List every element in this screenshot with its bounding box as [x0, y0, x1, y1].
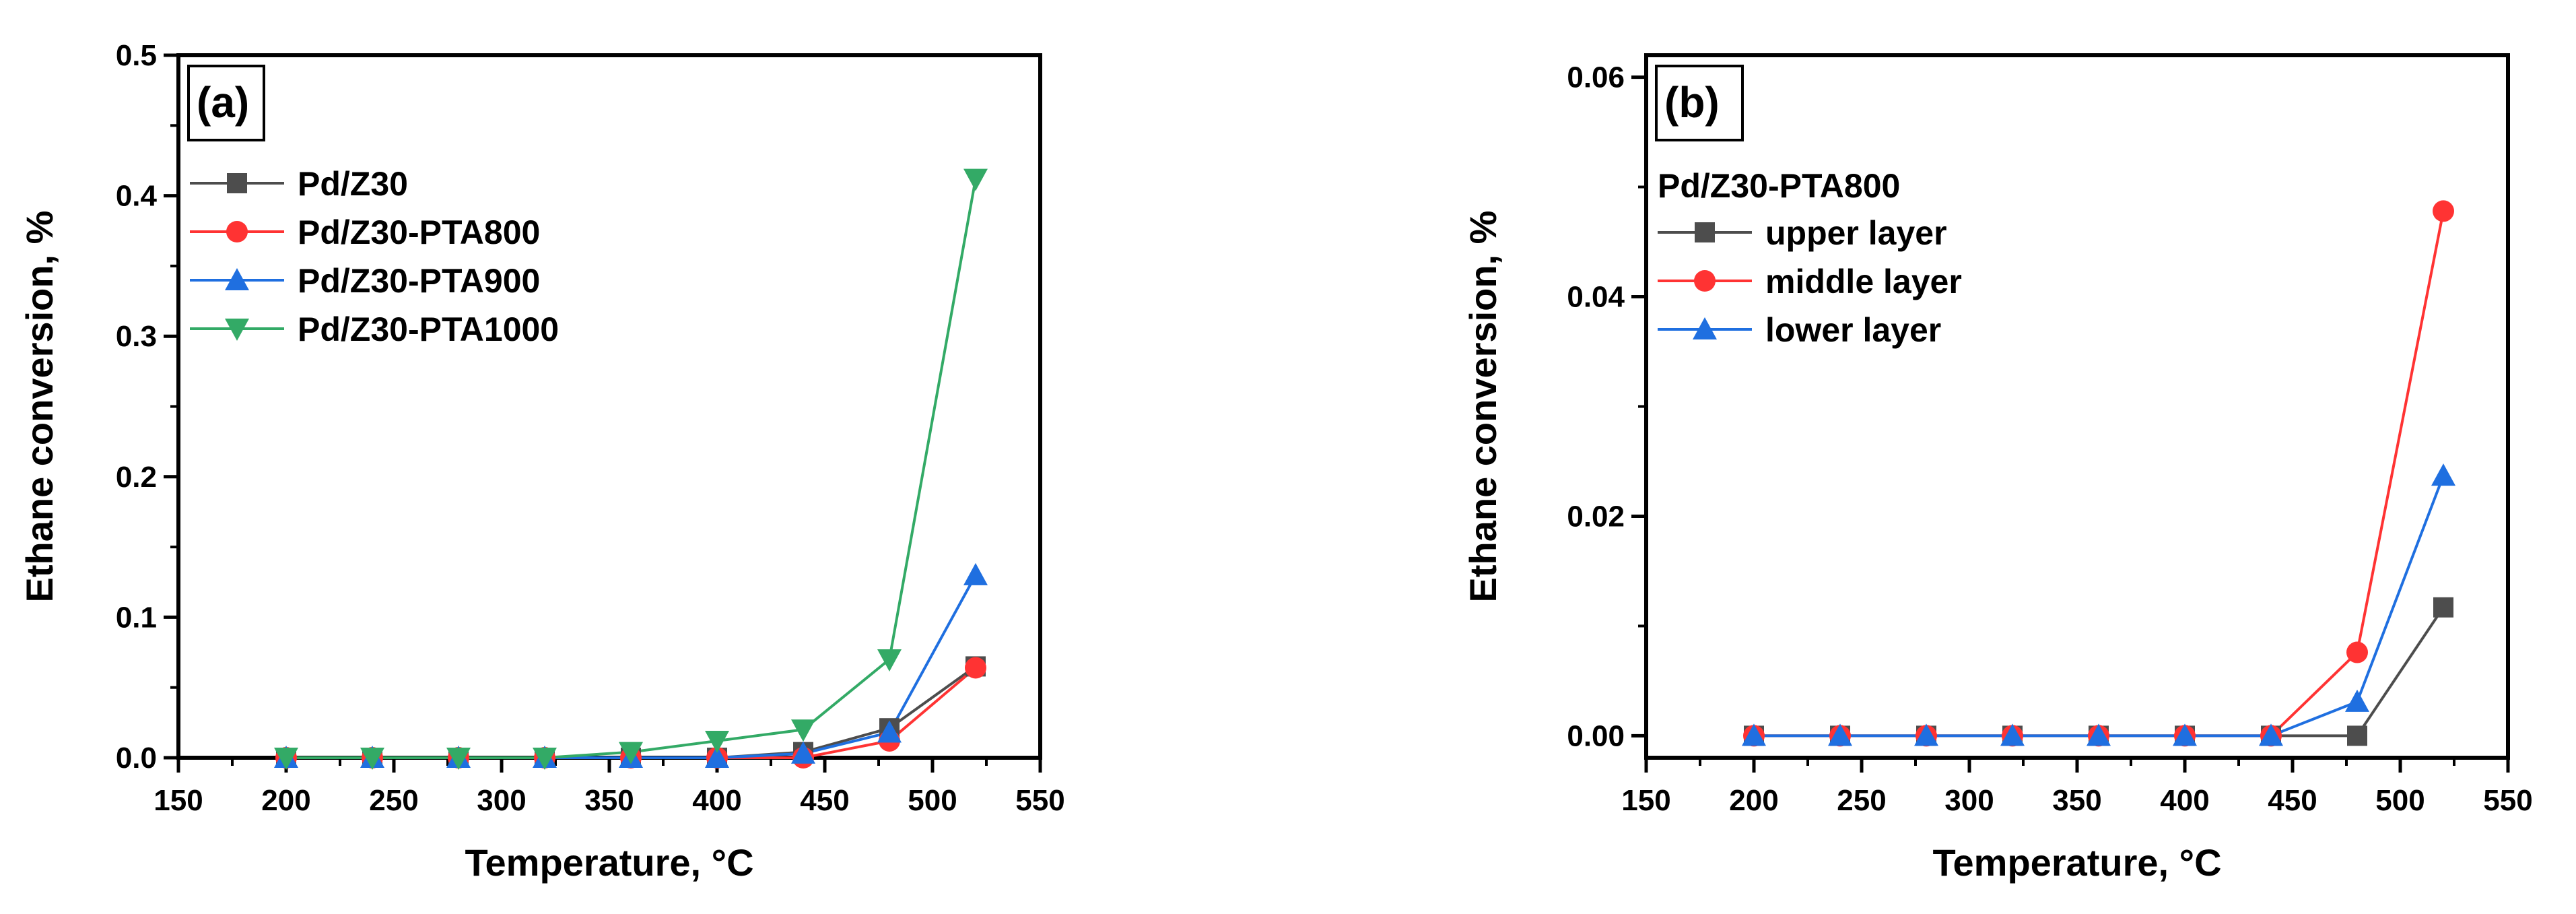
x-tick-label: 350	[2052, 784, 2101, 817]
panel-label-a: (a)	[197, 78, 249, 127]
legend-marker	[1695, 222, 1715, 242]
data-point	[877, 649, 902, 672]
y-axis-label-b: Ethane conversion, %	[1462, 211, 1504, 603]
x-tick-label: 350	[584, 784, 634, 817]
data-point	[965, 657, 986, 679]
data-point	[274, 748, 298, 770]
series-layer-b	[1742, 200, 2455, 747]
y-axis-label-a: Ethane conversion, %	[18, 211, 61, 603]
data-point	[1828, 723, 1852, 746]
x-axis-label-b: Temperature, °C	[1932, 841, 2221, 884]
x-tick-label: 300	[477, 784, 526, 817]
data-point	[446, 748, 471, 770]
x-tick-label: 150	[1621, 784, 1670, 817]
x-tick-label: 500	[2375, 784, 2425, 817]
series-line	[1754, 606, 2445, 738]
y-tick-label: 0.02	[1567, 500, 1625, 533]
y-tick-label: 0.04	[1567, 281, 1625, 314]
y-tick-label: 0.06	[1567, 61, 1625, 94]
x-tick-label: 400	[2160, 784, 2209, 817]
data-point	[877, 720, 902, 743]
data-point	[2347, 725, 2367, 746]
legend-marker	[1693, 317, 1717, 339]
x-tick-label: 500	[908, 784, 957, 817]
chart-panel-a: 150 200 250 300 350 400 450 500 550 0.0 0.1 0.2 0.3 0…	[18, 39, 1065, 884]
y-tick-label: 0.3	[116, 320, 157, 353]
legend-marker	[1694, 270, 1716, 292]
legend-label: lower layer	[1765, 311, 1941, 349]
x-tick-label: 200	[261, 784, 310, 817]
panel-label-box-a	[187, 65, 265, 141]
series-line	[1754, 475, 2445, 738]
legend-marker	[226, 221, 248, 242]
data-point	[2173, 723, 2197, 746]
legend-a: Pd/Z30 Pd/Z30-PTA800 Pd/Z30-PTA900 Pd/Z30-P…	[190, 165, 559, 348]
data-point	[2345, 689, 2369, 712]
data-point	[963, 562, 988, 585]
legend-label: Pd/Z30-PTA1000	[298, 311, 559, 348]
x-tick-label: 300	[1944, 784, 1994, 817]
data-point	[360, 748, 384, 770]
data-point	[2259, 723, 2283, 746]
x-tick-label: 200	[1729, 784, 1778, 817]
series-line	[286, 574, 977, 759]
data-point	[2000, 723, 2025, 746]
legend-marker	[227, 173, 247, 193]
data-point	[2433, 597, 2453, 618]
data-point	[2431, 463, 2455, 486]
axis-ticks-a: 150 200 250 300 350 400 450 500 550 0.0 0.1 0.2 0.3 0…	[116, 39, 1065, 817]
data-point	[1742, 723, 1766, 746]
legend-label: middle layer	[1765, 263, 1962, 300]
legend-title: Pd/Z30-PTA800	[1658, 167, 1900, 205]
x-tick-label: 550	[1015, 784, 1064, 817]
panel-label-b: (b)	[1664, 78, 1720, 127]
x-tick-label: 450	[2268, 784, 2317, 817]
y-tick-label: 0.5	[116, 39, 157, 72]
x-tick-label: 150	[154, 784, 203, 817]
legend-label: upper layer	[1765, 214, 1947, 252]
data-point	[2346, 641, 2368, 663]
chart-panel-b: 150 200 250 300 350 400 450 500 550 0.00 0.02 0.04 0…	[1462, 53, 2533, 884]
y-tick-label: 0.00	[1567, 719, 1625, 752]
legend-label: Pd/Z30-PTA800	[298, 214, 540, 251]
data-point	[791, 719, 815, 742]
x-tick-label: 400	[692, 784, 741, 817]
y-tick-label: 0.0	[116, 742, 157, 775]
x-tick-label: 550	[2483, 784, 2532, 817]
data-point	[791, 741, 815, 764]
legend-marker	[225, 319, 249, 341]
data-point	[2087, 723, 2111, 746]
plot-frame-a	[176, 53, 1042, 760]
y-tick-label: 0.4	[116, 180, 158, 213]
legend-label: Pd/Z30-PTA900	[298, 262, 540, 300]
panel-label-box-b	[1655, 65, 1744, 141]
data-point	[1914, 723, 1938, 746]
x-axis-label-a: Temperature, °C	[465, 841, 753, 884]
x-tick-label: 450	[800, 784, 849, 817]
legend-b: Pd/Z30-PTA800 upper layer middle layer lowe…	[1658, 167, 1962, 349]
data-point	[963, 168, 988, 191]
data-point	[2433, 200, 2454, 222]
data-point	[705, 730, 729, 753]
legend-label: Pd/Z30	[298, 165, 408, 203]
data-point	[619, 742, 643, 764]
x-tick-label: 250	[1837, 784, 1886, 817]
data-point	[533, 748, 557, 770]
axis-ticks-b: 150 200 250 300 350 400 450 500 550 0.00 0.02 0.04 0…	[1567, 61, 2532, 817]
series-layer-a	[274, 168, 988, 770]
x-tick-label: 250	[369, 784, 418, 817]
data-point	[705, 746, 729, 768]
y-tick-label: 0.1	[116, 601, 157, 634]
plot-frame-b	[1644, 53, 2510, 760]
legend-marker	[225, 268, 249, 290]
y-tick-label: 0.2	[116, 461, 157, 494]
